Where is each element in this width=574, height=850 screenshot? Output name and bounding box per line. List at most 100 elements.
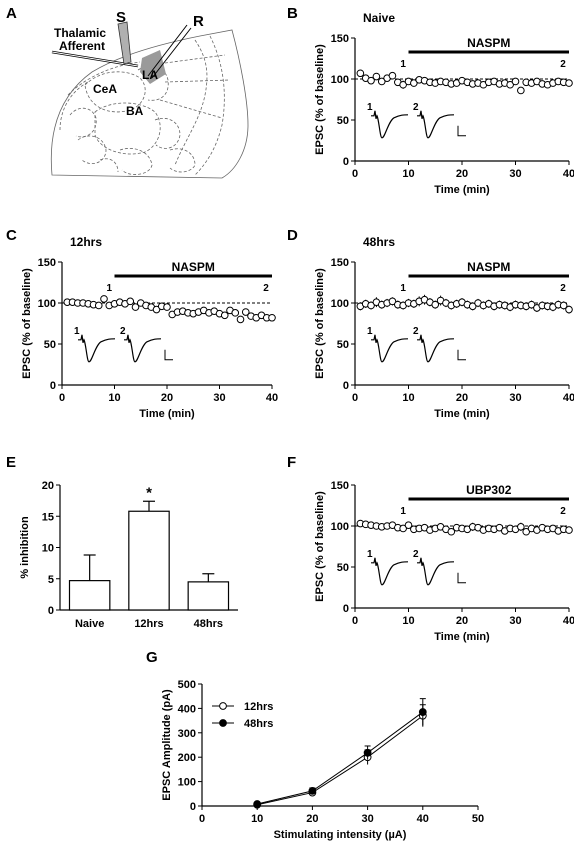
panel-a: A S R Thalamic Afferent — [6, 5, 249, 179]
x-tick-label: 10 — [402, 168, 414, 180]
y-tick-label: 150 — [331, 480, 349, 492]
data-point — [517, 86, 525, 95]
panel-g-chart: 0 100 200 300 400 500 0 10 20 30 40 50 G EPSC Amplitu… — [146, 649, 484, 841]
x-tick-label: 40 — [417, 813, 429, 825]
panel-b-chart: 0 50 100 150 0 10 20 30 40 B EPSC (% of baseline) T… — [287, 5, 574, 196]
data-point — [447, 527, 456, 536]
data-point — [559, 301, 568, 310]
y-tick-label: 50 — [337, 115, 349, 127]
x-tick-label: 10 — [108, 392, 120, 404]
panel-f-chart: 0 50 100 150 0 10 20 30 40 F EPSC (% of baseline) T… — [287, 454, 574, 643]
bar-naive — [68, 580, 111, 611]
data-point — [163, 303, 171, 311]
y-axis-label: EPSC Amplitude (pA) — [161, 689, 173, 801]
y-tick-label: 50 — [337, 562, 349, 574]
y-tick-label: 0 — [190, 801, 196, 813]
data-point — [356, 69, 365, 78]
data-point — [308, 786, 317, 795]
y-tick-label: 150 — [331, 33, 349, 45]
x-tick-label: 20 — [456, 168, 468, 180]
x-tick-label: 20 — [306, 813, 318, 825]
panel-label: B — [287, 5, 298, 22]
data-point — [468, 302, 477, 311]
data-point — [517, 523, 525, 531]
scale-bar — [457, 572, 466, 584]
data-point — [131, 303, 140, 311]
y-tick-label: 200 — [178, 752, 196, 764]
category-label: Naive — [75, 618, 104, 630]
data-point — [241, 308, 250, 316]
panel-label: E — [6, 454, 16, 471]
data-point — [367, 301, 375, 310]
epsc-trace-1 — [371, 557, 409, 586]
legend-label: 12hrs — [244, 701, 273, 713]
trace-label-1: 1 — [367, 102, 373, 113]
y-tick-label: 5 — [48, 574, 54, 586]
x-tick-label: 20 — [161, 392, 173, 404]
y-tick-label: 0 — [343, 380, 349, 392]
panel-label-a: A — [6, 5, 17, 22]
epsc-trace-1 — [371, 110, 409, 139]
y-tick-label: 0 — [343, 603, 349, 615]
y-axis-label: EPSC (% of baseline) — [314, 44, 326, 155]
y-tick-label: 400 — [178, 703, 196, 715]
data-point — [253, 800, 262, 808]
data-point — [527, 300, 536, 309]
y-tick-label: 0 — [48, 605, 54, 617]
x-axis-label: Time (min) — [434, 408, 490, 420]
lateral-amygdala-region — [140, 50, 166, 84]
panel-title: Naive — [363, 11, 395, 25]
x-tick-label: 10 — [402, 615, 414, 627]
data-point — [522, 527, 531, 536]
data-point — [236, 315, 245, 324]
label-ba: BA — [126, 104, 144, 118]
data-point — [363, 748, 372, 757]
data-point — [431, 300, 440, 309]
trace-label-2: 2 — [413, 102, 419, 113]
significance-star: * — [146, 484, 152, 501]
x-tick-label: 0 — [352, 392, 358, 404]
drug-label: NASPM — [467, 36, 510, 50]
data-point — [94, 301, 103, 310]
x-tick-label: 0 — [199, 813, 205, 825]
recording-electrode — [147, 24, 188, 77]
data-point — [388, 71, 397, 80]
panel-title: 12hrs — [70, 235, 102, 249]
y-tick-label: 150 — [38, 257, 56, 269]
label-la: LA — [142, 68, 158, 82]
timepoint-marker-2: 2 — [560, 59, 566, 70]
series-line-12hrs — [257, 715, 424, 806]
drug-label: UBP302 — [466, 483, 512, 497]
label-r: R — [193, 13, 204, 30]
epsc-trace-2 — [417, 557, 455, 586]
panel-label: D — [287, 227, 298, 244]
legend-label: 48hrs — [244, 718, 273, 730]
data-point — [367, 76, 375, 85]
y-tick-label: 15 — [42, 511, 54, 523]
trace-label-2: 2 — [413, 326, 419, 337]
epsc-trace-2 — [417, 334, 455, 363]
x-axis-label: Time (min) — [434, 631, 490, 643]
data-point — [506, 80, 514, 89]
x-axis-label: Stimulating intensity (µA) — [274, 829, 407, 841]
x-tick-label: 30 — [509, 168, 521, 180]
scale-bar — [164, 349, 173, 361]
x-tick-label: 40 — [563, 168, 574, 180]
x-tick-label: 10 — [251, 813, 263, 825]
data-point — [565, 526, 573, 534]
data-point — [231, 309, 240, 317]
label-afferent: Afferent — [59, 39, 105, 53]
data-point — [377, 77, 386, 86]
label-s: S — [116, 9, 126, 26]
timepoint-marker-2: 2 — [560, 283, 566, 294]
y-tick-label: 300 — [178, 728, 196, 740]
trace-label-2: 2 — [413, 549, 419, 560]
data-point — [388, 297, 397, 306]
bar-48hrs — [187, 581, 230, 611]
drug-label: NASPM — [467, 260, 510, 274]
scale-bar — [457, 349, 466, 361]
epsc-trace-2 — [417, 110, 455, 139]
data-point — [152, 305, 161, 314]
x-tick-label: 40 — [563, 615, 574, 627]
trace-label-1: 1 — [367, 326, 373, 337]
